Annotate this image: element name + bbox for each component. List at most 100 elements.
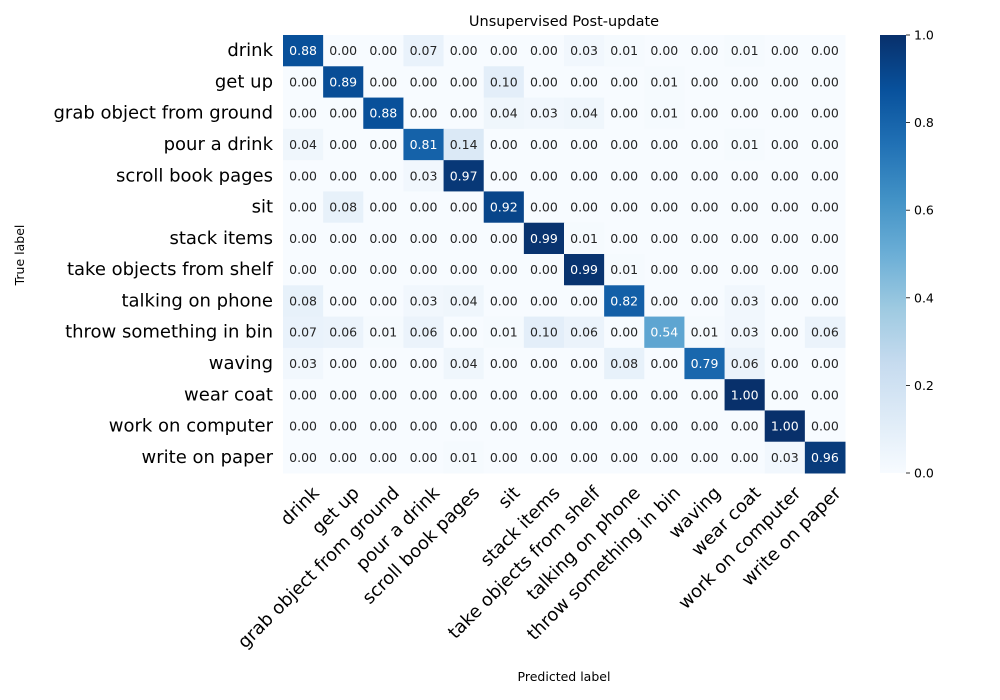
heatmap-cell (403, 316, 445, 349)
cell-value-label: 0.01 (610, 262, 638, 277)
cell-value-label: 0.00 (530, 43, 558, 58)
cell-value-label: 0.00 (610, 325, 638, 340)
heatmap-cell (564, 160, 605, 192)
heatmap-cell (804, 191, 846, 224)
cell-value-label: 0.01 (691, 325, 719, 340)
cell-value-label: 0.00 (289, 450, 317, 465)
cell-value-label: 0.07 (289, 325, 317, 340)
heatmap-cell (764, 222, 806, 255)
cell-value-label: 0.06 (731, 356, 759, 371)
heatmap-cell (604, 222, 645, 255)
heatmap-cell (403, 254, 445, 286)
colorbar-tick-label: 0.8 (914, 115, 934, 130)
heatmap-cell (764, 97, 806, 130)
cell-value-label: 0.04 (289, 137, 317, 152)
heatmap-cell (764, 191, 806, 224)
heatmap-cell (804, 254, 846, 286)
cell-value-label: 1.00 (731, 387, 759, 402)
heatmap-cell (363, 441, 404, 474)
cell-value-label: 0.00 (731, 419, 759, 434)
heatmap-cell (764, 347, 806, 380)
cell-value-label: 0.07 (410, 43, 438, 58)
cell-value-label: 0.00 (691, 387, 719, 402)
heatmap-cell (804, 222, 846, 255)
heatmap-cell (523, 441, 565, 474)
heatmap-cell (764, 285, 806, 318)
heatmap-cell (523, 128, 565, 161)
cell-value-label: 0.00 (570, 450, 598, 465)
cell-value-label: 0.00 (691, 74, 719, 89)
heatmap-cell (604, 347, 645, 380)
cell-value-label: 0.00 (811, 200, 839, 215)
cell-value-label: 0.00 (289, 262, 317, 277)
cell-value-label: 0.00 (450, 387, 478, 402)
cell-value-label: 0.00 (530, 262, 558, 277)
cell-value-label: 0.01 (570, 231, 598, 246)
heatmap-cell (283, 160, 324, 192)
cell-value-label: 0.06 (410, 325, 438, 340)
cell-value-label: 0.00 (570, 293, 598, 308)
cell-value-label: 0.00 (691, 200, 719, 215)
cell-value-label: 0.00 (289, 106, 317, 121)
heatmap-cell (684, 379, 726, 411)
heatmap-cell (323, 316, 364, 349)
cell-value-label: 0.03 (410, 293, 438, 308)
cell-value-label: 0.00 (410, 450, 438, 465)
cell-value-label: 0.00 (410, 356, 438, 371)
cell-value-label: 0.00 (450, 74, 478, 89)
cell-value-label: 0.00 (811, 231, 839, 246)
heatmap-cell (283, 347, 324, 380)
cell-value-label: 0.00 (691, 262, 719, 277)
x-axis-title: Predicted label (518, 669, 611, 684)
heatmap-cell (523, 222, 565, 255)
cell-value-label: 0.96 (811, 450, 839, 465)
heatmap-cell (724, 160, 766, 192)
cell-value-label: 0.00 (811, 356, 839, 371)
heatmap-cell (804, 128, 846, 161)
cell-value-label: 0.10 (530, 325, 558, 340)
heatmap-cell (363, 35, 404, 67)
cell-value-label: 0.06 (329, 325, 357, 340)
heatmap-cell (283, 191, 324, 224)
cell-value-label: 0.00 (570, 387, 598, 402)
heatmap-cell (443, 97, 485, 130)
heatmap-cell (483, 97, 525, 130)
cell-value-label: 0.81 (410, 137, 438, 152)
cell-value-label: 0.00 (570, 419, 598, 434)
cell-value-label: 0.00 (731, 450, 759, 465)
heatmap-cell (283, 285, 324, 318)
y-tick-label: waving (209, 353, 273, 374)
heatmap-cell (483, 347, 525, 380)
cell-value-label: 0.00 (731, 231, 759, 246)
cell-value-label: 0.92 (490, 200, 518, 215)
heatmap-cell (564, 316, 605, 349)
cell-value-label: 0.00 (329, 419, 357, 434)
cell-value-label: 0.00 (369, 293, 397, 308)
cell-value-label: 0.00 (771, 262, 799, 277)
heatmap-cell (523, 35, 565, 67)
heatmap-cell (644, 128, 685, 161)
heatmap-cell (483, 379, 525, 411)
cell-value-label: 0.00 (450, 231, 478, 246)
heatmap-cell (604, 160, 645, 192)
heatmap-cell (604, 285, 645, 318)
cell-value-label: 0.00 (731, 262, 759, 277)
heatmap-cell (363, 66, 404, 99)
cell-value-label: 0.00 (811, 262, 839, 277)
cell-value-label: 0.00 (771, 231, 799, 246)
cell-value-label: 0.00 (369, 74, 397, 89)
heatmap-cell (363, 347, 404, 380)
heatmap-cell (604, 35, 645, 67)
cell-value-label: 0.00 (570, 356, 598, 371)
heatmap-cell (564, 35, 605, 67)
cell-value-label: 0.00 (530, 387, 558, 402)
heatmap-cell (684, 191, 726, 224)
heatmap-cell (644, 316, 685, 349)
heatmap-cell (323, 35, 364, 67)
heatmap-cell (403, 160, 445, 192)
heatmap-cell (443, 285, 485, 318)
cell-value-label: 0.97 (450, 168, 478, 183)
cell-value-label: 0.00 (771, 325, 799, 340)
cell-value-label: 0.88 (289, 43, 317, 58)
cell-value-label: 0.00 (450, 419, 478, 434)
